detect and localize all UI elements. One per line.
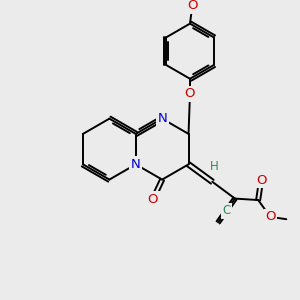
Text: O: O [256,174,266,187]
Text: C: C [222,204,230,217]
Text: N: N [131,158,141,171]
Text: O: O [265,210,276,224]
Text: N: N [157,112,167,125]
Text: O: O [187,0,198,12]
Text: O: O [185,87,195,100]
Text: H: H [210,160,219,173]
Text: O: O [148,193,158,206]
